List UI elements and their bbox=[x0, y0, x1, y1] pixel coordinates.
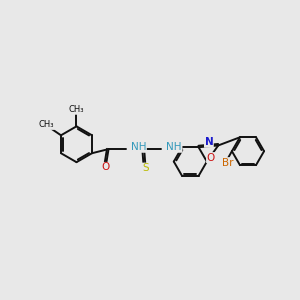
Text: NH: NH bbox=[167, 142, 182, 152]
Text: Br: Br bbox=[222, 158, 233, 168]
Text: NH: NH bbox=[131, 142, 146, 152]
Text: N: N bbox=[205, 137, 213, 147]
Text: O: O bbox=[207, 153, 215, 163]
Text: CH₃: CH₃ bbox=[39, 121, 55, 130]
Text: O: O bbox=[101, 163, 110, 172]
Text: S: S bbox=[142, 163, 148, 173]
Text: CH₃: CH₃ bbox=[69, 105, 84, 114]
